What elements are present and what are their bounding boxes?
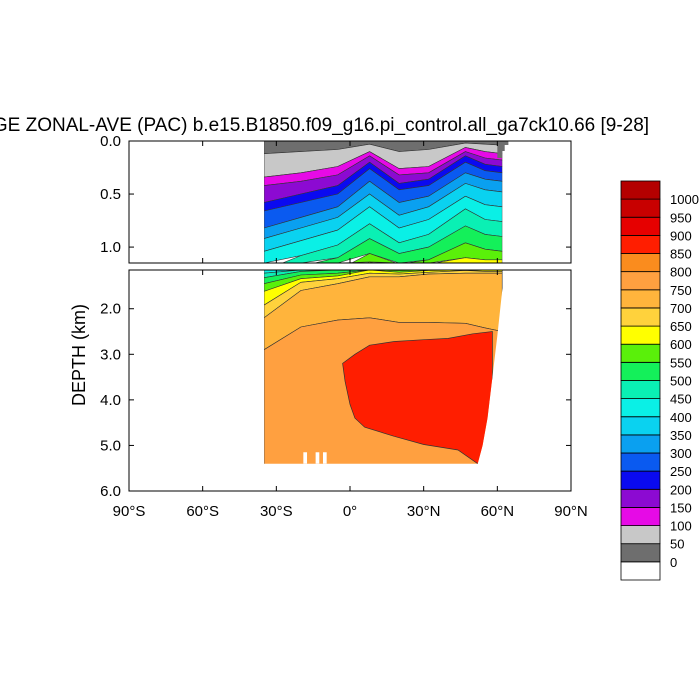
colorbar-label: 750	[670, 283, 692, 298]
x-tick-label: 0°	[343, 503, 357, 520]
colorbar-box	[620, 507, 661, 527]
colorbar-label: 200	[670, 482, 692, 497]
colorbar-box	[620, 180, 661, 200]
colorbar-box	[620, 488, 661, 508]
lower-y-tick-label: 2.0	[100, 301, 121, 318]
colorbar-label: 900	[670, 228, 692, 243]
colorbar-label: 300	[670, 446, 692, 461]
lower-y-tick-label: 4.0	[100, 392, 121, 409]
colorbar-label: 500	[670, 374, 692, 389]
colorbar-box	[620, 470, 661, 490]
colorbar-label: 1000	[670, 192, 699, 207]
colorbar-label: 150	[670, 501, 692, 516]
colorbar-box	[620, 253, 661, 273]
colorbar-label: 800	[670, 265, 692, 280]
colorbar-label: 600	[670, 337, 692, 352]
chart-title: IAGE ZONAL-AVE (PAC) b.e15.B1850.f09_g16…	[0, 115, 649, 136]
upper-y-tick-label: 0.5	[100, 186, 121, 203]
colorbar-label: 250	[670, 464, 692, 479]
x-tick-label: 60°N	[481, 503, 515, 520]
axes: 0.0 0.5 1.0 2.0 3.0 4.0 5.0 6.0 90°S 60°S 30°S 0° 30…	[100, 133, 588, 520]
upper-y-tick-label: 1.0	[100, 239, 121, 256]
colorbar-box	[620, 289, 661, 309]
colorbar-label: 50	[670, 537, 684, 552]
colorbar-label: 100	[670, 519, 692, 534]
colorbar-box	[620, 361, 661, 381]
colorbar-box	[620, 452, 661, 472]
colorbar-label: 450	[670, 392, 692, 407]
colorbar-box	[620, 271, 661, 291]
lower-y-tick-label: 3.0	[100, 346, 121, 363]
upper-depth-panel	[264, 141, 509, 263]
colorbar-label: 550	[670, 355, 692, 370]
x-tick-label: 90°N	[554, 503, 588, 520]
colorbar-label: 0	[670, 555, 677, 570]
bathymetry-gap	[315, 452, 320, 464]
colorbar-box	[620, 561, 661, 581]
colorbar-label: 850	[670, 247, 692, 262]
colorbar-label: 700	[670, 301, 692, 316]
x-tick-label: 90°S	[113, 503, 146, 520]
colorbar-box	[620, 416, 661, 436]
colorbar-box	[620, 234, 661, 254]
colorbar-box	[620, 380, 661, 400]
colorbar: 0 50 100 150 200 250 300 350 400 450 500 550 600 650 7…	[620, 180, 699, 581]
lower-y-tick-label: 6.0	[100, 483, 121, 500]
colorbar-box	[620, 543, 661, 563]
colorbar-label: 950	[670, 210, 692, 225]
x-tick-label: 30°S	[260, 503, 293, 520]
colorbar-box	[620, 434, 661, 454]
colorbar-label: 650	[670, 319, 692, 334]
colorbar-box	[620, 198, 661, 218]
colorbar-label: 400	[670, 410, 692, 425]
colorbar-box	[620, 343, 661, 363]
colorbar-box	[620, 216, 661, 236]
y-axis-label: DEPTH (km)	[69, 304, 89, 406]
colorbar-label: 350	[670, 428, 692, 443]
x-tick-label: 60°S	[186, 503, 219, 520]
lower-depth-panel	[264, 270, 503, 464]
lower-y-tick-label: 5.0	[100, 437, 121, 454]
colorbar-box	[620, 525, 661, 545]
colorbar-box	[620, 398, 661, 418]
colorbar-box	[620, 307, 661, 327]
land-staircase	[497, 141, 509, 158]
bathymetry-gap	[303, 452, 308, 464]
age-band	[264, 257, 503, 263]
colorbar-box	[620, 325, 661, 345]
upper-y-tick-label: 0.0	[100, 133, 121, 150]
x-tick-label: 30°N	[407, 503, 441, 520]
bathymetry-gap	[322, 452, 327, 464]
